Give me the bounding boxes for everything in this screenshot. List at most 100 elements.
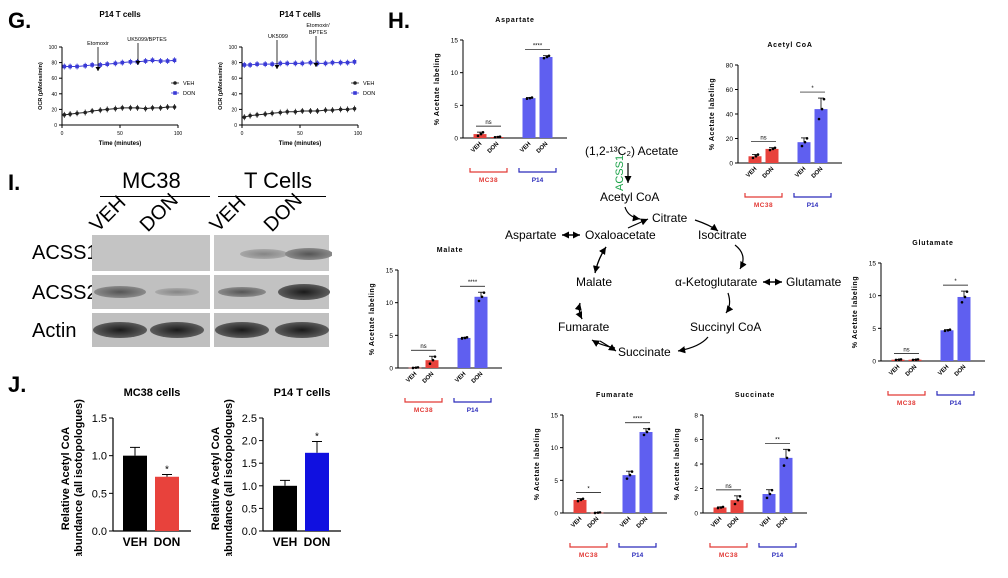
data-point	[83, 110, 87, 115]
replicate-point	[943, 329, 947, 333]
pathway-succinate: Succinate	[618, 345, 671, 359]
replicate-point	[719, 506, 723, 509]
data-point	[345, 60, 350, 65]
y-tick-label: 6	[694, 437, 698, 444]
data-point	[172, 58, 177, 63]
replicate-point	[754, 154, 758, 158]
x-tick-label: 100	[174, 131, 183, 137]
replicate-point	[576, 499, 580, 503]
group-label-mc38: MC38	[754, 202, 773, 209]
significance-label: ****	[533, 44, 543, 50]
ocr-line-chart-2: P14 T cells 0 20 40 60 80 100 0 50 100 Time (minut…	[218, 10, 375, 147]
significance-label: *	[587, 487, 590, 493]
y-tick-label: 0.0	[92, 526, 107, 538]
significance-label: ns	[903, 347, 909, 353]
y-tick-label: 0	[872, 359, 876, 366]
data-point	[128, 60, 133, 64]
replicate-point	[530, 96, 534, 99]
series-line-don	[244, 61, 355, 66]
data-point	[98, 63, 103, 67]
replicate-point	[765, 496, 769, 500]
panel-label-j: J.	[8, 372, 27, 397]
replicate-point	[428, 362, 432, 365]
chart-title: MC38 cells	[124, 387, 181, 399]
x-tick-label: VEH	[123, 535, 148, 549]
y-tick-label: 1.0	[92, 451, 107, 463]
data-point	[263, 62, 267, 66]
significance-marker: *	[315, 432, 319, 443]
blot-group-mc38: MC38	[122, 168, 181, 193]
chart-title: P14 T cells	[99, 10, 141, 19]
y-tick-label: 80	[51, 61, 57, 67]
data-point	[150, 58, 155, 63]
replicate-point	[787, 448, 791, 452]
group-bracket-p14	[453, 398, 492, 403]
data-point	[150, 106, 155, 110]
group-bracket-mc38	[887, 391, 926, 396]
data-point	[98, 108, 103, 112]
data-point	[285, 61, 290, 66]
pathway-acetyl-coa: Acetyl CoA	[600, 190, 659, 204]
replicate-point	[481, 131, 485, 134]
y-tick-label: 10	[386, 300, 394, 307]
legend-label-veh: VEH	[363, 81, 374, 87]
y-tick-label: 40	[231, 92, 237, 98]
replicate-point	[477, 299, 481, 303]
replicate-point	[716, 506, 720, 510]
bar-don	[305, 452, 329, 531]
x-tick-label: 100	[354, 131, 363, 137]
y-tick-label: 0.0	[242, 526, 257, 538]
data-point	[330, 108, 335, 112]
x-tick-label: VEH	[937, 364, 950, 377]
legend-label-don: DON	[363, 91, 375, 97]
x-tick-label: VEH	[888, 364, 901, 377]
replicate-point	[547, 54, 551, 58]
bar-chart-glutamate: Glutamate 0 5 10 15 % Acetate labeling VEH DON V…	[852, 240, 985, 407]
pathway-malate: Malate	[576, 275, 612, 289]
data-point	[75, 64, 79, 69]
replicate-point	[433, 355, 437, 358]
data-point	[165, 105, 170, 109]
x-axis-label: Time (minutes)	[99, 141, 142, 147]
data-point	[263, 112, 267, 116]
pathway-fumarate: Fumarate	[558, 320, 610, 334]
x-tick-label: VEH	[759, 516, 772, 529]
group-label-p14: P14	[772, 552, 784, 559]
bar-don	[155, 476, 179, 531]
data-point	[143, 59, 148, 63]
data-point	[345, 107, 350, 112]
data-point	[113, 61, 118, 66]
replicate-point	[411, 366, 415, 370]
bar-p14-don	[474, 296, 488, 368]
bar-p14-don	[539, 56, 553, 139]
annotation-arrow-head	[274, 65, 280, 69]
replicate-point	[817, 117, 821, 121]
significance-label: ns	[420, 344, 426, 350]
pathway-oxaloacetate: Oxaloacetate	[585, 228, 656, 242]
replicate-point	[800, 144, 804, 148]
replicate-point	[579, 498, 583, 502]
replicate-point	[542, 56, 546, 60]
y-tick-label: 2	[694, 486, 698, 493]
replicate-point	[899, 358, 903, 361]
series-line-veh	[64, 106, 175, 116]
pathway-enzyme-acss1: ACSS1	[614, 155, 626, 191]
y-tick-label: 15	[869, 261, 877, 268]
annotation-label: UK5099	[268, 34, 288, 40]
significance-label: ns	[485, 120, 491, 126]
chart-title: P14 T cells	[274, 387, 331, 399]
replicate-point	[496, 135, 500, 139]
data-point	[248, 63, 252, 67]
chart-title: Acetyl CoA	[767, 42, 812, 49]
group-label-p14: P14	[950, 400, 962, 407]
data-point	[242, 115, 247, 119]
bar-chart-succinate: Succinate 0 2 4 6 8 % Acetate labeling VEH DON VE…	[674, 392, 807, 559]
data-point	[255, 113, 259, 117]
data-point	[270, 111, 274, 116]
x-tick-label: DON	[154, 535, 181, 549]
y-tick-label: 8	[694, 413, 698, 420]
data-point	[323, 108, 328, 112]
annotation-label: Etomoxir/	[306, 23, 330, 29]
x-tick-label: VEH	[710, 516, 723, 529]
replicate-point	[785, 456, 789, 460]
